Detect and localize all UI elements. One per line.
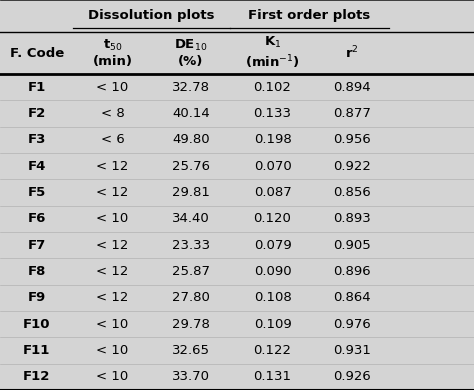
Text: < 12: < 12 (96, 239, 129, 252)
Text: 0.102: 0.102 (254, 81, 292, 94)
Text: F5: F5 (27, 186, 46, 199)
Text: 0.109: 0.109 (254, 318, 292, 331)
Text: F4: F4 (27, 160, 46, 173)
Text: 23.33: 23.33 (172, 239, 210, 252)
Text: Dissolution plots: Dissolution plots (89, 9, 215, 23)
Text: F3: F3 (27, 133, 46, 146)
Text: F9: F9 (27, 291, 46, 304)
Text: 0.894: 0.894 (333, 81, 371, 94)
Text: F8: F8 (27, 265, 46, 278)
Text: 0.905: 0.905 (333, 239, 371, 252)
Text: < 10: < 10 (96, 344, 129, 357)
Text: 0.864: 0.864 (333, 291, 371, 304)
Text: F1: F1 (27, 81, 46, 94)
Text: DE$_{10}$
(%): DE$_{10}$ (%) (174, 38, 208, 68)
Text: < 10: < 10 (96, 213, 129, 225)
Text: K$_{1}$
(min$^{-1}$): K$_{1}$ (min$^{-1}$) (245, 35, 300, 71)
Text: F6: F6 (27, 213, 46, 225)
Text: 0.122: 0.122 (254, 344, 292, 357)
Text: t$_{50}$
(min): t$_{50}$ (min) (92, 38, 133, 68)
Text: 0.087: 0.087 (254, 186, 292, 199)
Text: 0.976: 0.976 (333, 318, 371, 331)
Text: 49.80: 49.80 (172, 133, 210, 146)
Text: < 6: < 6 (100, 133, 125, 146)
Text: First order plots: First order plots (248, 9, 370, 23)
Text: 0.896: 0.896 (333, 265, 371, 278)
Text: 0.108: 0.108 (254, 291, 292, 304)
Text: 0.090: 0.090 (254, 265, 292, 278)
Text: 0.120: 0.120 (254, 213, 292, 225)
Text: 0.856: 0.856 (333, 186, 371, 199)
Text: < 12: < 12 (96, 186, 129, 199)
Text: 32.78: 32.78 (172, 81, 210, 94)
Text: F. Code: F. Code (9, 46, 64, 60)
Text: 29.78: 29.78 (172, 318, 210, 331)
Text: 25.87: 25.87 (172, 265, 210, 278)
Text: < 8: < 8 (100, 107, 125, 120)
Text: 27.80: 27.80 (172, 291, 210, 304)
Text: 0.070: 0.070 (254, 160, 292, 173)
Text: 0.133: 0.133 (254, 107, 292, 120)
Text: < 12: < 12 (96, 265, 129, 278)
Text: 0.931: 0.931 (333, 344, 371, 357)
Text: < 10: < 10 (96, 81, 129, 94)
Text: 0.131: 0.131 (254, 370, 292, 383)
Text: 25.76: 25.76 (172, 160, 210, 173)
Text: 0.956: 0.956 (333, 133, 371, 146)
Text: 40.14: 40.14 (172, 107, 210, 120)
Text: F12: F12 (23, 370, 50, 383)
Text: 32.65: 32.65 (172, 344, 210, 357)
Text: F2: F2 (27, 107, 46, 120)
Text: < 12: < 12 (96, 291, 129, 304)
Text: r$^{2}$: r$^{2}$ (345, 45, 359, 61)
Text: < 12: < 12 (96, 160, 129, 173)
Text: F7: F7 (27, 239, 46, 252)
Text: 0.079: 0.079 (254, 239, 292, 252)
Text: < 10: < 10 (96, 318, 129, 331)
Text: 33.70: 33.70 (172, 370, 210, 383)
Text: 0.926: 0.926 (333, 370, 371, 383)
Text: 29.81: 29.81 (172, 186, 210, 199)
Text: 34.40: 34.40 (172, 213, 210, 225)
Text: 0.922: 0.922 (333, 160, 371, 173)
Text: 0.877: 0.877 (333, 107, 371, 120)
Text: < 10: < 10 (96, 370, 129, 383)
Text: F11: F11 (23, 344, 50, 357)
Text: 0.893: 0.893 (333, 213, 371, 225)
Text: 0.198: 0.198 (254, 133, 292, 146)
Text: F10: F10 (23, 318, 51, 331)
